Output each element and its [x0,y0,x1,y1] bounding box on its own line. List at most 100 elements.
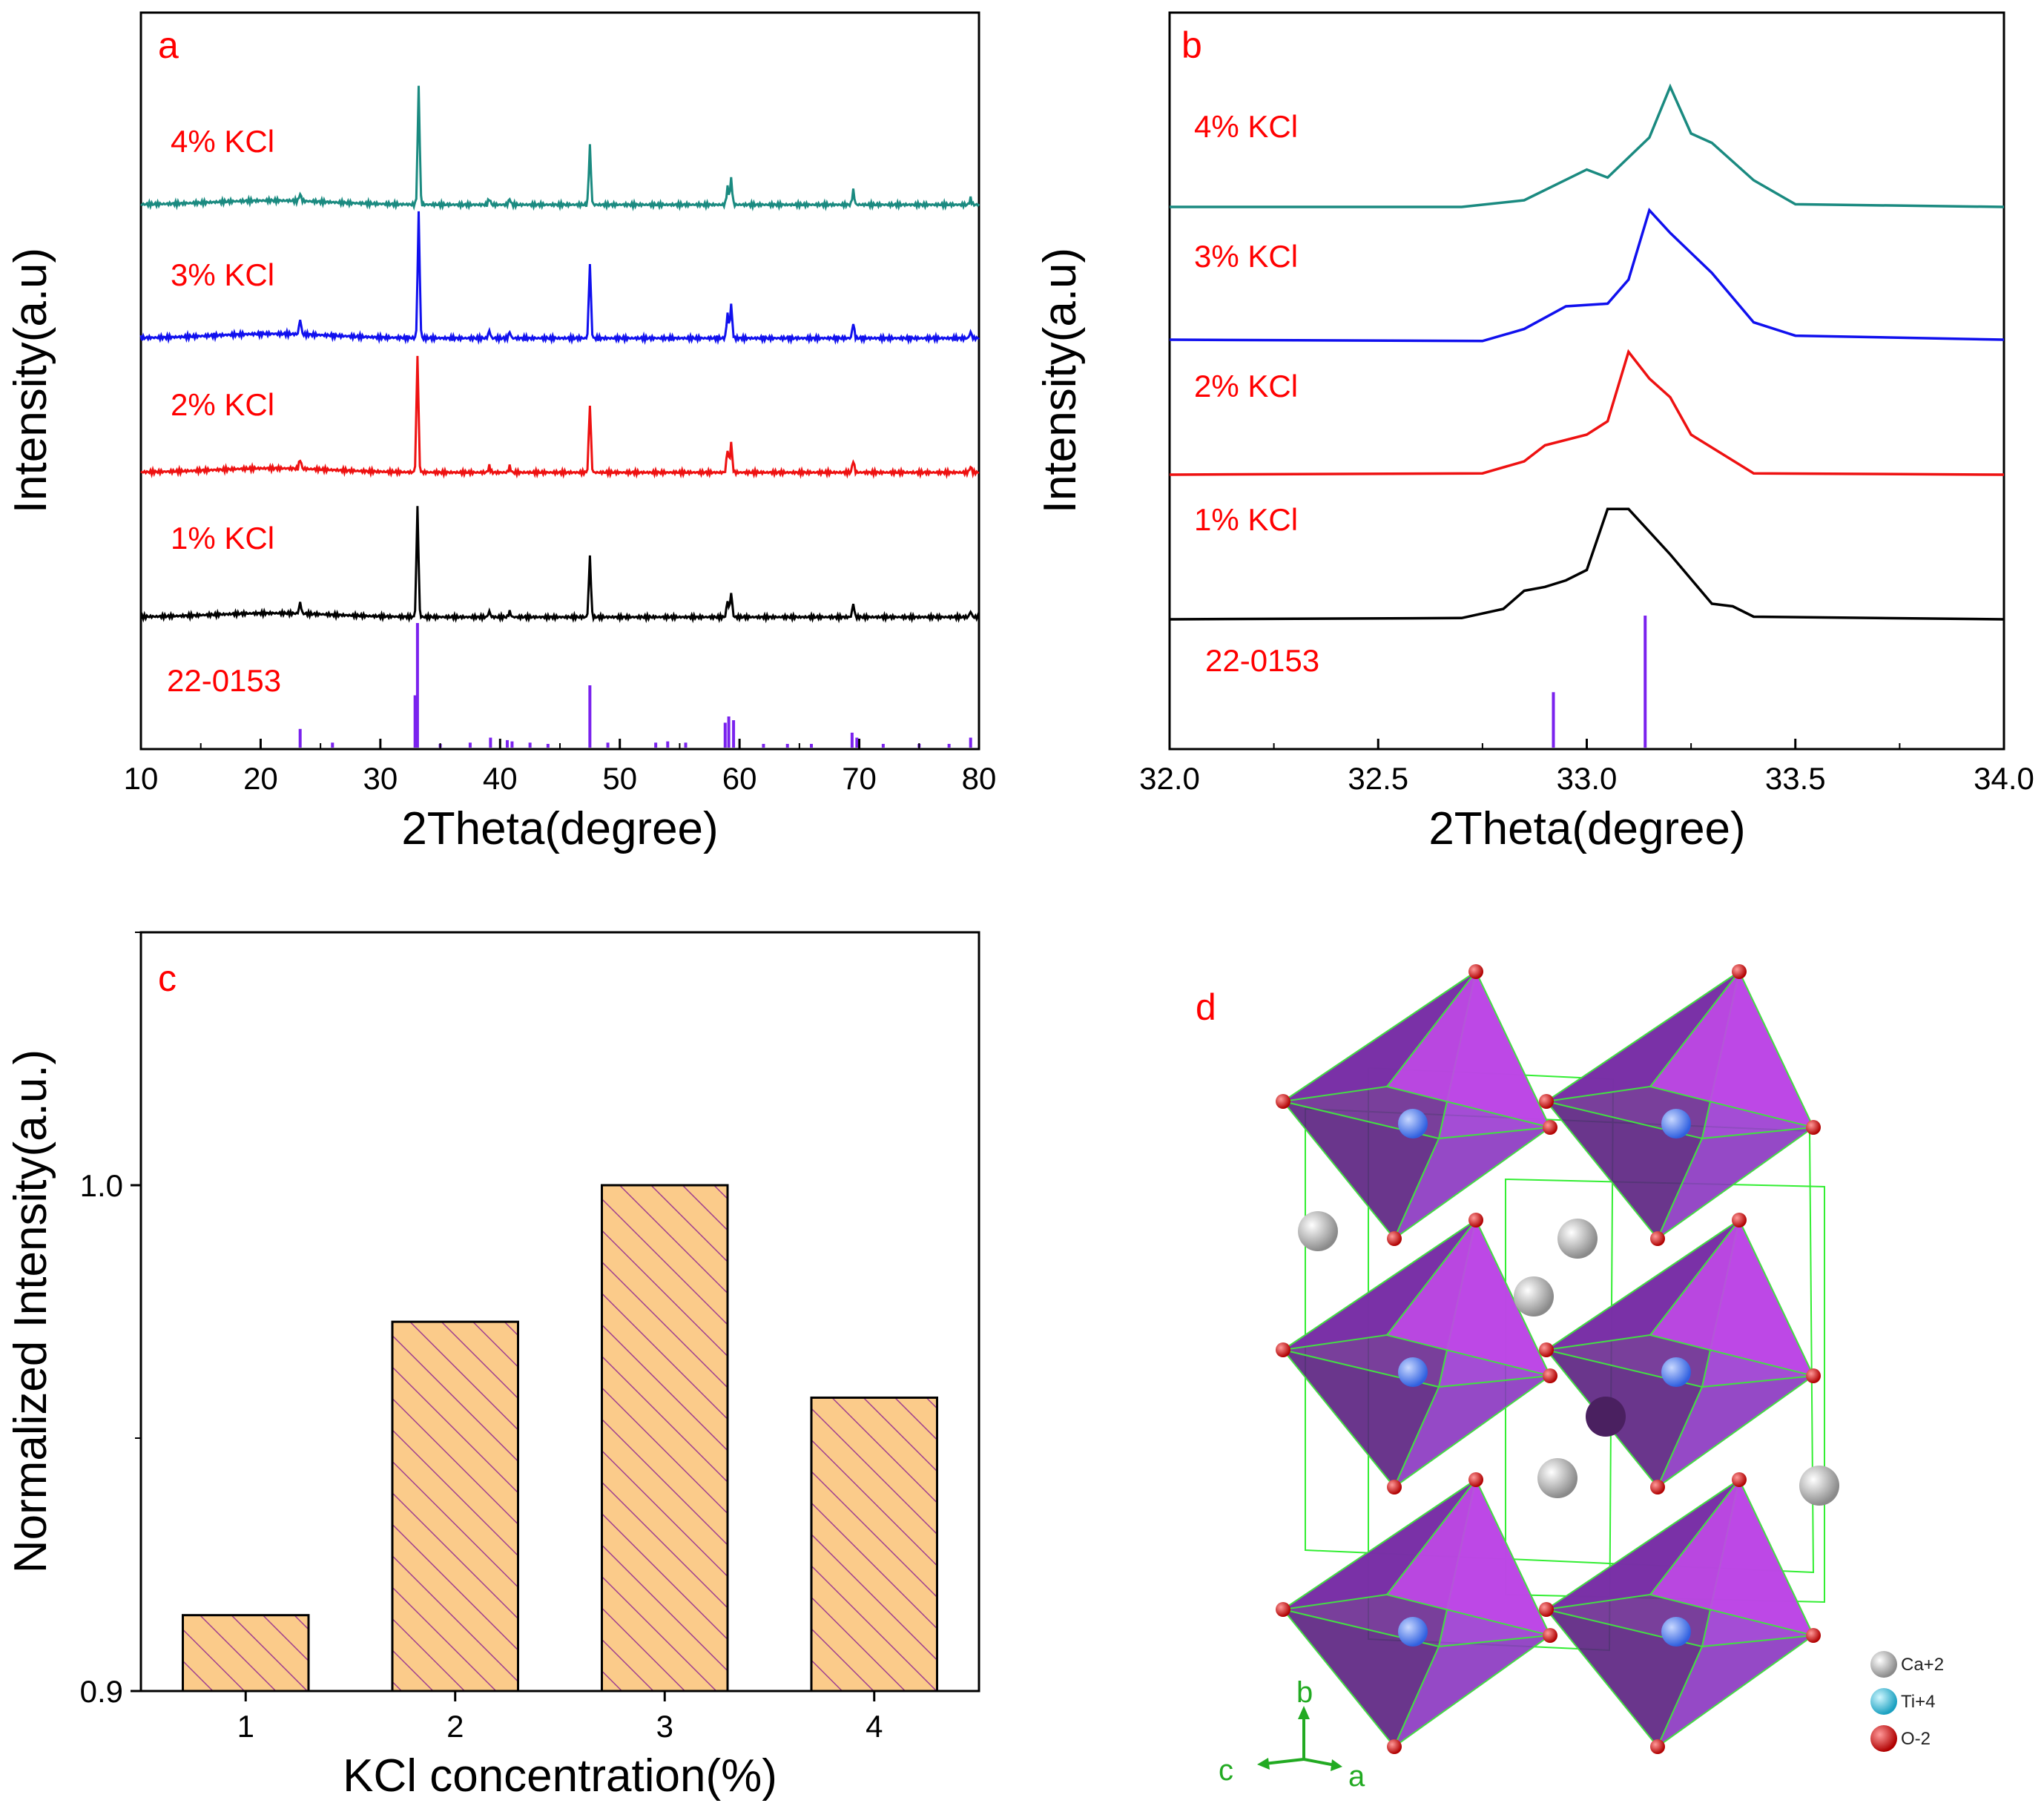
ti-o6-octahedron-face [1546,971,1740,1102]
ti-atom [1398,1357,1428,1387]
panel-a-x-tick-label: 10 [124,761,159,796]
ti-o6-octahedron-face [1392,1374,1553,1489]
panel-b-x-tick-label: 32.0 [1139,761,1200,796]
panel-a-series-4pct-line [140,85,980,212]
ti-o6-octahedron-face [1282,1219,1477,1351]
panel-c-y-axis-title: Normalized Intensity(a.u.) [5,1049,56,1573]
panel-a-x-tick-label: 30 [363,761,398,796]
o-atom [1732,1213,1747,1227]
panel-b-x-axis-title: 2Theta(degree) [1428,803,1745,854]
o-atom [1539,1094,1554,1109]
o-atom [1732,1472,1747,1487]
panel-c: c 1 2 3 4 0.9 1.0 KCl concentration(%) Norma… [5,931,980,1802]
panel-b-x-ticks: 32.0 32.5 33.0 33.5 34.0 [1139,739,2034,796]
ca-atom [1514,1276,1554,1316]
panel-c-x-ticks: 1 2 3 4 [237,1691,883,1744]
ti-o6-octahedron-face [1655,1374,1816,1489]
panel-a-series-3pct-line [139,211,980,346]
o-atom [1806,1120,1821,1135]
panel-a-label-2pct: 2% KCl [171,387,274,422]
panel-a-x-tick-label: 60 [722,761,757,796]
panel-a-label-4pct: 4% KCl [171,124,274,159]
o-atom [1539,1602,1554,1617]
axis-triad-a-label: a [1348,1760,1365,1793]
ti-o6-octahedron-face [1546,1479,1740,1610]
o-atom [1650,1231,1665,1246]
axis-triad-c-arrow [1264,1758,1305,1765]
axis-triad-a-head [1331,1759,1342,1771]
axis-triad-b-label: b [1296,1676,1313,1709]
panel-c-bar-2 [391,1320,519,1693]
panel-c-x-tick-label: 4 [866,1709,883,1744]
ti-atom [1661,1617,1691,1647]
o-atom [1276,1342,1290,1357]
o-atom [1732,964,1747,979]
panel-c-bar-3 [601,1184,729,1693]
panel-c-x-tick-label: 2 [446,1709,464,1744]
axis-triad-a-arrow [1303,1758,1336,1767]
panel-c-bar-4 [810,1396,938,1693]
ti-o6-octahedron-face [1546,1219,1740,1351]
panel-c-bar-1 [182,1614,310,1693]
legend-ti-label: Ti+4 [1901,1692,1935,1712]
ti-atom [1661,1357,1691,1387]
panel-a-label-3pct: 3% KCl [171,257,274,292]
panel-a-letter: a [158,24,179,66]
panel-d: d Ca+2 Ti+4 O-2 b c a [1196,964,1944,1793]
axis-triad-c-label: c [1219,1754,1233,1787]
ti-o6-octahedron-face [1282,1479,1477,1610]
panel-a-series-labels: 4% KCl 3% KCl 2% KCl 1% KCl 22-0153 [167,124,281,698]
legend-ca-label: Ca+2 [1901,1655,1944,1675]
panel-b-series-4pct-line [1170,83,2005,208]
structure-legend: Ca+2 Ti+4 O-2 [1870,1651,1944,1752]
ti-o6-octahedron-face [1392,1126,1553,1241]
panel-b-series-1pct-line [1169,507,2005,621]
o-atom [1543,1368,1557,1383]
panel-a-x-tick-label: 40 [483,761,518,796]
ti-o6-octahedron-face [1655,1126,1816,1241]
panel-b-series [1169,83,2005,621]
panel-a-series-2pct-line [140,355,980,480]
panel-a-x-tick-label: 20 [243,761,278,796]
o-atom [1276,1094,1290,1109]
axis-triad-c-head [1257,1758,1270,1770]
panel-c-y-ticks: 0.9 1.0 [80,932,141,1709]
panel-b-reference [1552,616,1647,748]
legend-o-swatch [1870,1725,1897,1752]
o-atom [1543,1628,1557,1643]
o-atom [1387,1231,1402,1246]
panel-b-label-4pct: 4% KCl [1194,109,1298,144]
panel-a-x-tick-label: 80 [962,761,997,796]
panel-a-series-1pct-line [139,506,980,624]
o-atom [1468,1213,1483,1227]
panel-b-x-tick-label: 34.0 [1974,761,2034,796]
panel-a-x-axis-title: 2Theta(degree) [401,803,718,854]
panel-c-x-axis-title: KCl concentration(%) [343,1750,777,1802]
panel-b-x-tick-label: 33.0 [1557,761,1618,796]
perovskite-structure-illustration [1276,964,1839,1754]
panel-b-label-1pct: 1% KCl [1194,502,1298,537]
panel-a-series [139,85,980,624]
o-atom [1468,1472,1483,1487]
ca-atom [1799,1466,1839,1506]
o-atom [1539,1342,1554,1357]
ti-atom [1398,1617,1428,1647]
panel-c-letter: c [158,958,177,999]
panel-b-letter: b [1181,24,1202,66]
o-atom [1806,1628,1821,1643]
panel-a-y-axis-title: Intensity(a.u) [5,248,56,513]
panel-a-frame [139,11,980,751]
panel-b-x-tick-label: 32.5 [1348,761,1408,796]
panel-b-reference-label: 22-0153 [1205,643,1319,678]
panel-a-label-1pct: 1% KCl [171,521,274,556]
panel-c-y-tick-label: 0.9 [80,1674,123,1709]
axis-triad: b c a [1219,1676,1365,1793]
ca-atom [1586,1397,1626,1437]
panel-c-x-tick-label: 1 [237,1709,254,1744]
panel-a-x-ticks: 10 20 30 40 50 60 70 80 [124,739,997,796]
panel-c-frame [139,931,980,1693]
panel-b-x-tick-label: 33.5 [1765,761,1826,796]
panel-c-x-tick-label: 3 [656,1709,673,1744]
